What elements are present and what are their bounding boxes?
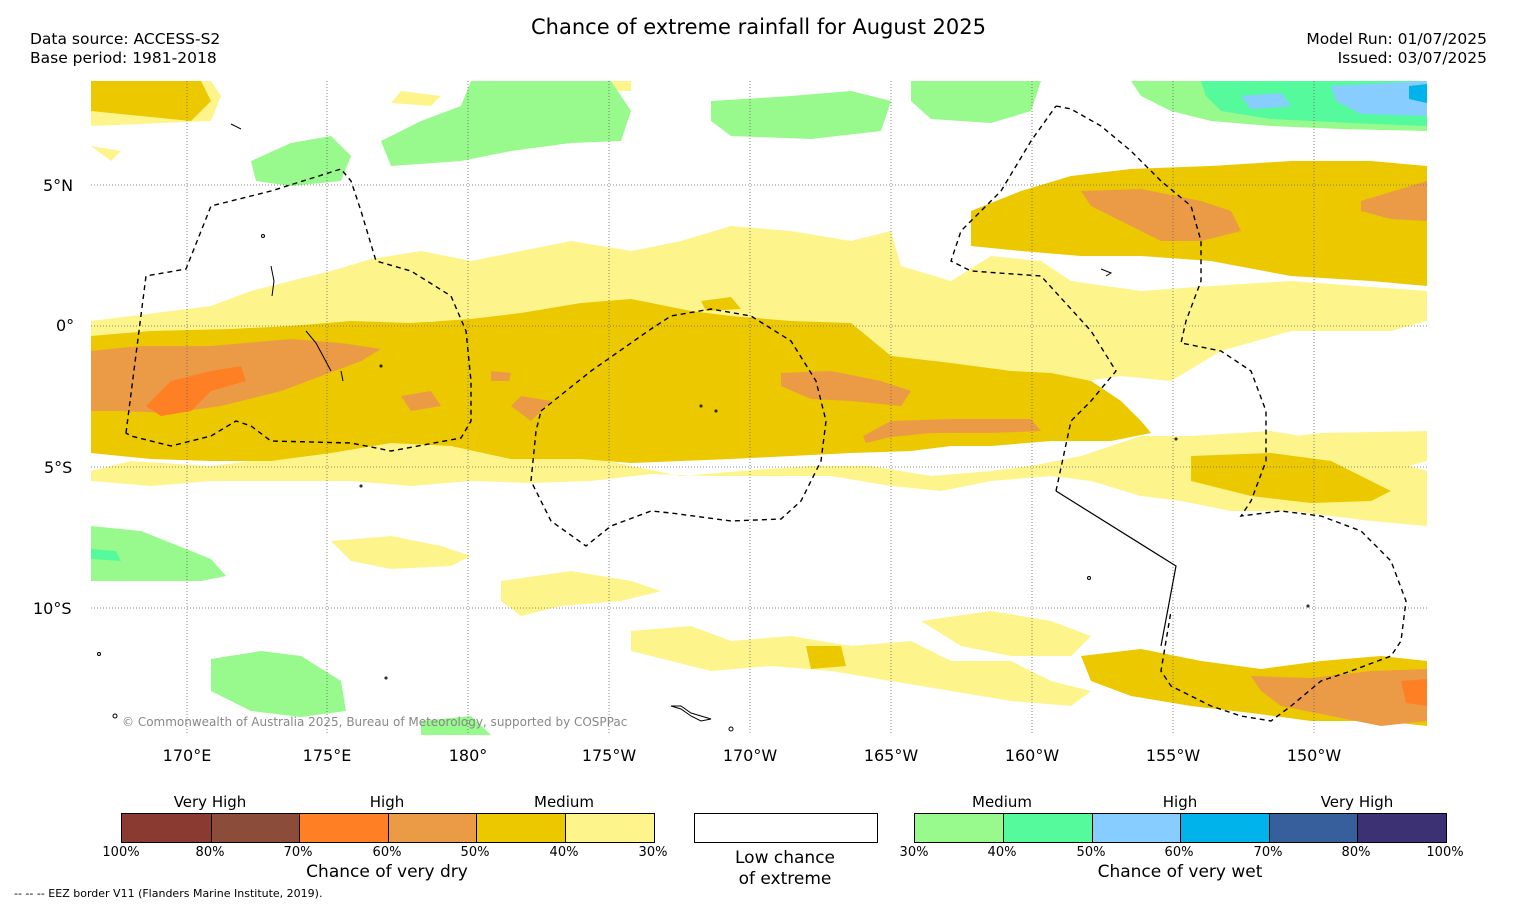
- dry-swatch-75: [211, 814, 299, 842]
- wet-high-strong-region: [1409, 84, 1427, 103]
- wet-colorbar: [914, 813, 1447, 843]
- wet-tick: 60%: [1164, 845, 1194, 860]
- issued-date: Issued: 03/07/2025: [1337, 49, 1487, 67]
- lat-label-0: 0°: [56, 316, 75, 335]
- low-chance-swatch: [694, 813, 878, 843]
- dry-category-high: High: [369, 793, 405, 811]
- lon-label-160w: 160°W: [1004, 746, 1060, 765]
- wet-tick: 100%: [1426, 845, 1464, 860]
- model-run: Model Run: 01/07/2025: [1306, 30, 1487, 48]
- lon-label-175e: 175°E: [302, 746, 352, 765]
- dry-category-very-high: Very High: [173, 793, 247, 811]
- lat-label-5n: 5°N: [43, 176, 74, 195]
- wet-tick: 70%: [1253, 845, 1283, 860]
- map-grid: [91, 81, 1427, 735]
- lon-label-175w: 175°W: [581, 746, 637, 765]
- wet-legend-title: Chance of very wet: [1097, 862, 1263, 882]
- dry-swatch-45: [476, 814, 565, 842]
- dry-tick: 70%: [283, 845, 313, 860]
- lon-label-170w: 170°W: [722, 746, 778, 765]
- dry-swatch-90: [122, 814, 211, 842]
- dry-tick: 40%: [549, 845, 579, 860]
- wet-swatch-65: [1180, 814, 1269, 842]
- wet-tick: 50%: [1076, 845, 1106, 860]
- lon-label-150w: 150°W: [1286, 746, 1342, 765]
- wet-tick: 80%: [1341, 845, 1371, 860]
- lon-label-170e: 170°E: [162, 746, 212, 765]
- wet-tick: 40%: [987, 845, 1017, 860]
- wet-tick: 30%: [899, 845, 929, 860]
- lon-label-180: 180°: [448, 746, 488, 765]
- dry-swatch-65: [299, 814, 388, 842]
- base-period: Base period: 1981-2018: [30, 49, 217, 67]
- dry-high-strong-region: [146, 366, 1427, 706]
- wet-swatch-55: [1092, 814, 1180, 842]
- rainfall-map: [91, 81, 1427, 735]
- low-chance-label-line2: of extreme: [738, 869, 832, 889]
- dry-colorbar: [121, 813, 655, 843]
- wet-swatch-35: [915, 814, 1003, 842]
- wet-high-region: [1241, 81, 1427, 116]
- lat-label-5s: 5°S: [44, 458, 73, 477]
- lon-label-165w: 165°W: [863, 746, 919, 765]
- dry-category-medium: Medium: [534, 793, 594, 811]
- dry-tick: 80%: [195, 845, 225, 860]
- boundary-line: [1055, 490, 1177, 647]
- dry-tick: 50%: [460, 845, 490, 860]
- run-info: Model Run: 01/07/2025 Issued: 03/07/2025: [1306, 30, 1487, 68]
- islands: [97, 123, 1310, 732]
- eez-borders: [125, 105, 1407, 722]
- wet-category-medium: Medium: [972, 793, 1032, 811]
- copyright-notice: © Commonwealth of Australia 2025, Bureau…: [122, 715, 628, 729]
- wet-swatch-75: [1269, 814, 1357, 842]
- dry-swatch-35: [565, 814, 654, 842]
- wet-swatch-90: [1357, 814, 1446, 842]
- wet-category-very-high: Very High: [1320, 793, 1394, 811]
- wet-category-high: High: [1162, 793, 1198, 811]
- low-chance-label-line1: Low chance: [735, 848, 835, 868]
- data-source: Data source: ACCESS-S2: [30, 30, 221, 48]
- lon-label-155w: 155°W: [1145, 746, 1201, 765]
- dry-swatch-55: [388, 814, 476, 842]
- dry-medium-light-region: [91, 81, 1427, 706]
- dry-tick: 60%: [372, 845, 402, 860]
- map-title: Chance of extreme rainfall for August 20…: [531, 15, 986, 39]
- dry-tick: 30%: [638, 845, 668, 860]
- eez-border-note: -- -- -- EEZ border V11 (Flanders Marine…: [14, 887, 323, 900]
- dry-tick: 100%: [102, 845, 140, 860]
- lat-label-10s: 10°S: [33, 599, 72, 618]
- dry-legend-title: Chance of very dry: [306, 862, 468, 882]
- data-source-info: Data source: ACCESS-S2 Base period: 1981…: [30, 30, 220, 68]
- wet-swatch-45: [1003, 814, 1092, 842]
